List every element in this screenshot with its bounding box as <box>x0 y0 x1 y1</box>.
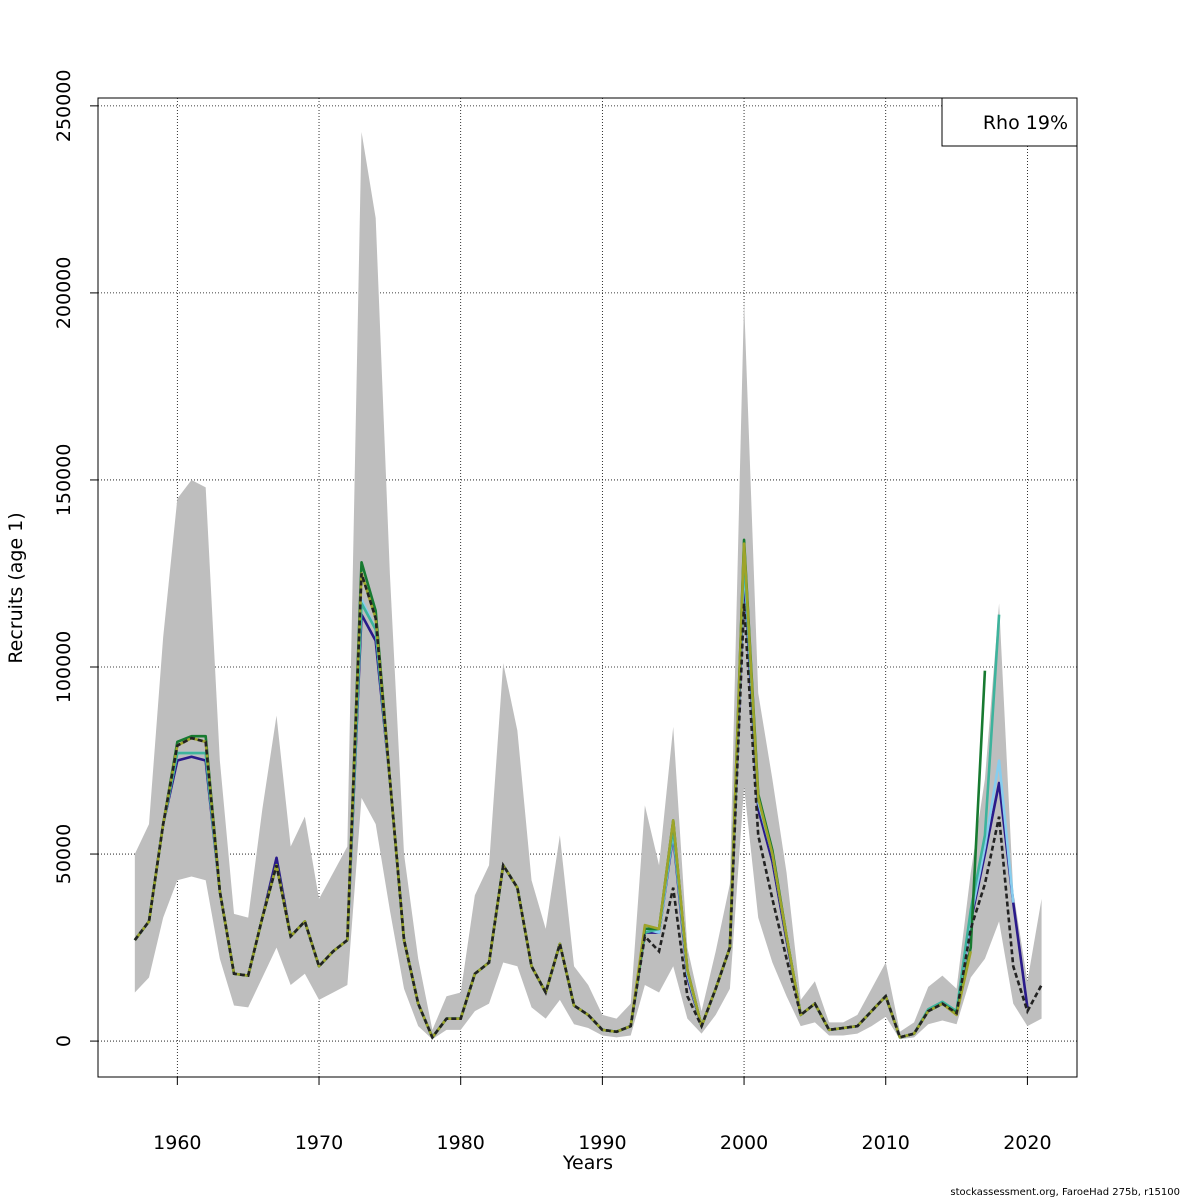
footer-credit: stockassessment.org, FaroeHad 275b, r151… <box>950 1187 1180 1198</box>
x-tick-label: 1960 <box>153 1132 201 1154</box>
confidence-band <box>134 132 1042 1040</box>
legend-box <box>941 97 1078 147</box>
y-tick-label: 250000 <box>53 70 75 143</box>
legend: Rho 19% <box>941 97 1078 147</box>
y-axis-label: Recruits (age 1) <box>5 512 27 663</box>
legend-text: Rho 19% <box>983 112 1068 134</box>
x-tick-label: 1990 <box>578 1132 626 1154</box>
grid <box>98 98 1077 1077</box>
x-axis-label: Years <box>562 1152 613 1174</box>
x-axis: 1960 1970 1980 1990 2000 2010 2020 <box>153 1077 1052 1154</box>
y-tick-label: 0 <box>53 1035 75 1047</box>
x-tick-label: 2010 <box>862 1132 910 1154</box>
x-tick-label: 1980 <box>437 1132 485 1154</box>
y-axis: 0 50000 100000 150000 200000 250000 <box>53 70 98 1047</box>
y-tick-label: 200000 <box>53 257 75 330</box>
confidence-band-area <box>134 132 1042 1040</box>
x-tick-label: 2020 <box>1003 1132 1051 1154</box>
x-tick-label: 2000 <box>720 1132 768 1154</box>
series-lines <box>133 538 1043 1040</box>
y-tick-label: 50000 <box>53 824 75 884</box>
series-line-base-run <box>133 573 1043 1040</box>
x-tick-label: 1970 <box>295 1132 343 1154</box>
y-tick-label: 100000 <box>53 631 75 704</box>
plot-frame <box>97 97 1078 1078</box>
y-tick-label: 150000 <box>53 444 75 517</box>
